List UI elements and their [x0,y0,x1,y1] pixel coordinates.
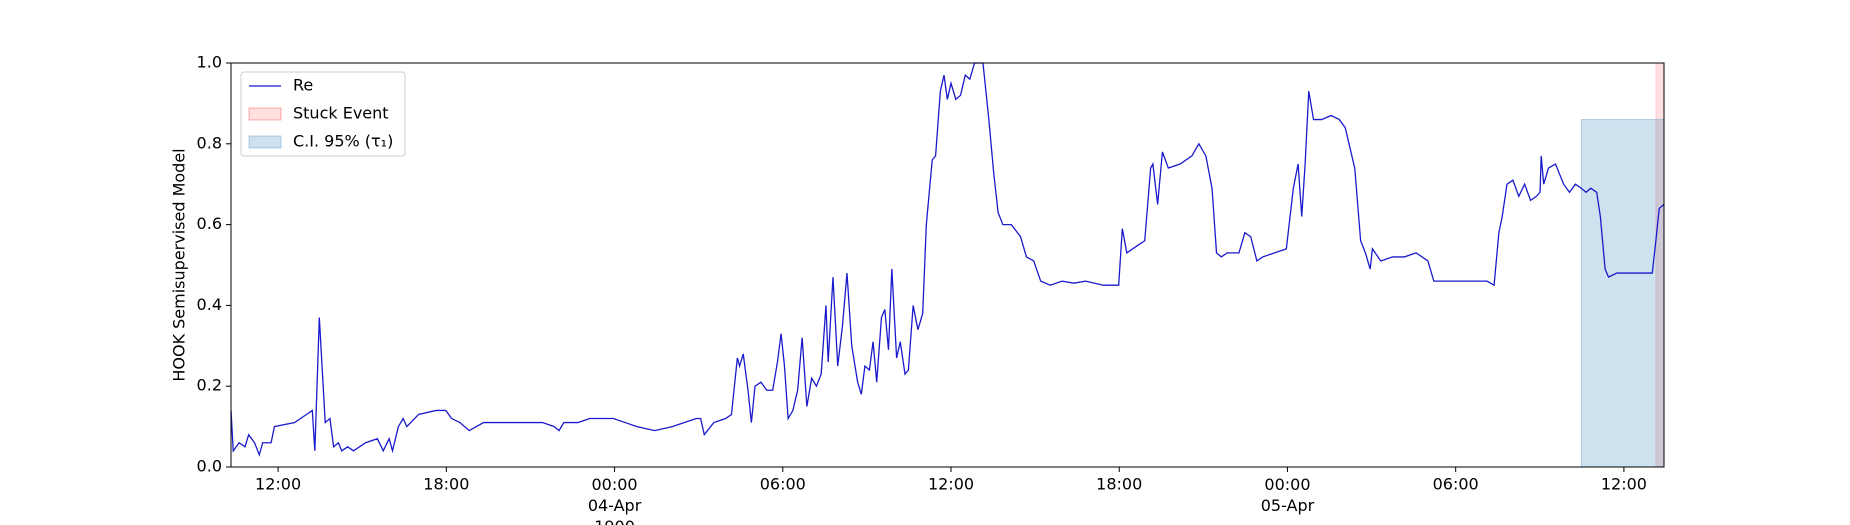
legend-label: C.I. 95% (τ₁) [293,132,393,151]
x-tick-label: 18:00 [423,475,469,494]
y-axis-label: HOOK Semisupervised Model [170,148,189,381]
legend-label: Stuck Event [293,104,389,123]
legend-swatch [248,135,282,149]
x-tick-label: 12:00 [928,475,974,494]
span [1580,119,1665,468]
legend-swatch [248,107,282,121]
x-tick-label: 18:00 [1096,475,1142,494]
plot-frame [230,62,1665,468]
y-tick-label: 1.0 [197,53,222,72]
line [230,62,1665,457]
y-tick-label: 0.6 [197,214,222,233]
x-tick-label: 06:00 [760,475,806,494]
x-tick-label: 12:00 [255,475,301,494]
y-tick-label: 0.2 [197,376,222,395]
y-tick-label: 0.8 [197,133,222,152]
legend-label: Re [293,76,313,95]
x-tick-label: 00:00 05-Apr [1261,475,1315,515]
x-tick-label: 12:00 [1601,475,1647,494]
y-tick-label: 0.4 [197,295,222,314]
y-tick-label: 0.0 [197,457,222,476]
x-tick-label: 06:00 [1433,475,1479,494]
legend-box [240,71,406,157]
